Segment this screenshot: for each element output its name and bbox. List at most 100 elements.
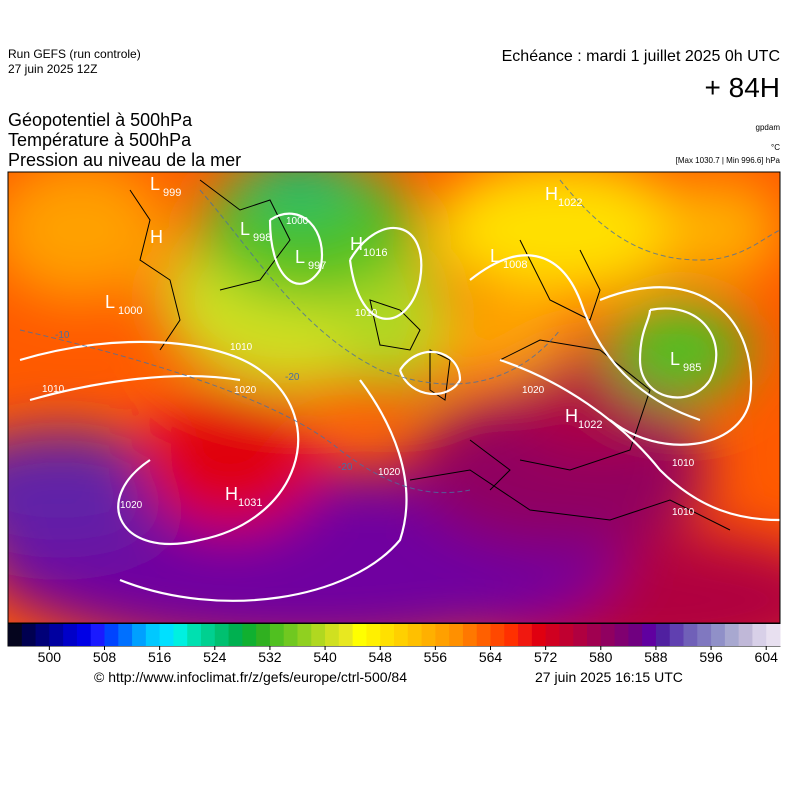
isobar-label: 1010 bbox=[42, 384, 65, 395]
colorbar-swatch bbox=[228, 624, 243, 646]
colorbar-swatch bbox=[683, 624, 698, 646]
center-letter: H bbox=[150, 227, 163, 247]
colorbar-swatch bbox=[628, 624, 643, 646]
center-value: 1016 bbox=[363, 247, 387, 259]
colorbar-swatch bbox=[559, 624, 574, 646]
center-value: 998 bbox=[253, 232, 271, 244]
colorbar-swatch bbox=[711, 624, 726, 646]
colorbar-swatch bbox=[462, 624, 478, 646]
center-letter: L bbox=[670, 349, 680, 369]
colorbar-swatch bbox=[573, 624, 588, 646]
center-value: 1022 bbox=[578, 419, 602, 431]
colorbar-swatch bbox=[642, 624, 657, 646]
isobar-label: 1010 bbox=[355, 308, 378, 319]
colorbar-tick-label: 532 bbox=[258, 649, 282, 665]
center-value: 999 bbox=[163, 187, 181, 199]
title-geopotential: Géopotentiel à 500hPa bbox=[8, 110, 193, 130]
colorbar-swatch bbox=[490, 624, 505, 646]
center-letter: H bbox=[545, 184, 558, 204]
colorbar-swatch bbox=[187, 624, 202, 646]
colorbar-swatch bbox=[269, 624, 285, 646]
colorbar-tick-label: 588 bbox=[644, 649, 668, 665]
colorbar-swatch bbox=[76, 624, 92, 646]
center-letter: L bbox=[295, 247, 305, 267]
map-frame bbox=[7, 171, 781, 624]
isobar-label: 1010 bbox=[672, 507, 695, 518]
colorbar-swatch bbox=[766, 624, 781, 646]
run-date: 27 juin 2025 12Z bbox=[8, 62, 97, 76]
colorbar-swatch bbox=[49, 624, 64, 646]
isobar-label: 1010 bbox=[230, 342, 253, 353]
center-value: 1031 bbox=[238, 497, 262, 509]
center-value: 1000 bbox=[118, 305, 142, 317]
colorbar-swatch bbox=[256, 624, 271, 646]
colorbar-tick-label: 516 bbox=[148, 649, 172, 665]
unit-pressure: [Max 1030.7 | Min 996.6] hPa bbox=[676, 156, 781, 165]
colorbar-swatch bbox=[394, 624, 409, 646]
isobar-label: 1020 bbox=[120, 500, 143, 511]
temperature-label: -20 bbox=[338, 462, 353, 473]
colorbar-swatch bbox=[655, 624, 671, 646]
title-pressure: Pression au niveau de la mer bbox=[8, 150, 241, 170]
step: + 84H bbox=[705, 72, 781, 103]
colorbar-swatch bbox=[159, 624, 174, 646]
colorbar-tick-label: 508 bbox=[93, 649, 117, 665]
colorbar-swatch bbox=[435, 624, 450, 646]
colorbar-tick-label: 556 bbox=[424, 649, 448, 665]
colorbar-swatch bbox=[325, 624, 340, 646]
map bbox=[8, 172, 780, 623]
temperature-label: -10 bbox=[55, 330, 70, 341]
colorbar-swatch bbox=[614, 624, 629, 646]
colorbar-swatch bbox=[35, 624, 50, 646]
run-label: Run GEFS (run controle) bbox=[8, 47, 141, 61]
colorbar-swatch bbox=[697, 624, 712, 646]
colorbar-tick-label: 596 bbox=[699, 649, 723, 665]
colorbar-swatch bbox=[338, 624, 354, 646]
colorbar-swatch bbox=[669, 624, 684, 646]
colorbar-swatch bbox=[242, 624, 257, 646]
colorbar-swatch bbox=[352, 624, 367, 646]
colorbar-swatch bbox=[104, 624, 119, 646]
colorbar-swatch bbox=[504, 624, 519, 646]
echeance: Echéance : mardi 1 juillet 2025 0h UTC bbox=[502, 48, 780, 65]
footer-url: © http://www.infoclimat.fr/z/gefs/europe… bbox=[94, 669, 407, 685]
center-value: 1008 bbox=[503, 259, 527, 271]
colorbar-tick-label: 604 bbox=[755, 649, 779, 665]
colorbar-swatch bbox=[518, 624, 533, 646]
isobar-label: 1020 bbox=[378, 467, 401, 478]
footer-time: 27 juin 2025 16:15 UTC bbox=[535, 669, 683, 685]
colorbar-swatch bbox=[545, 624, 560, 646]
colorbar-swatch bbox=[173, 624, 188, 646]
colorbar-tick-label: 500 bbox=[38, 649, 62, 665]
colorbar-swatch bbox=[214, 624, 230, 646]
colorbar-tick-label: 524 bbox=[203, 649, 227, 665]
center-letter: L bbox=[240, 219, 250, 239]
unit-gpdam: gpdam bbox=[756, 123, 781, 132]
isobar-label: 1000 bbox=[286, 216, 309, 227]
colorbar-swatch bbox=[752, 624, 767, 646]
colorbar-swatch bbox=[118, 624, 133, 646]
colorbar-swatch bbox=[449, 624, 464, 646]
colorbar-swatch bbox=[724, 624, 740, 646]
colorbar-swatch bbox=[738, 624, 753, 646]
colorbar-swatch bbox=[421, 624, 436, 646]
colorbar-swatch bbox=[90, 624, 105, 646]
colorbar-swatch bbox=[311, 624, 326, 646]
center-letter: L bbox=[150, 174, 160, 194]
colorbar-swatch bbox=[476, 624, 491, 646]
colorbar-swatch bbox=[145, 624, 161, 646]
colorbar-swatch bbox=[21, 624, 37, 646]
colorbar-tick-label: 548 bbox=[369, 649, 393, 665]
colorbar-swatch bbox=[600, 624, 616, 646]
colorbar-swatch bbox=[380, 624, 395, 646]
center-value: 997 bbox=[308, 260, 326, 272]
center-letter: H bbox=[565, 406, 578, 426]
unit-temp: °C bbox=[771, 143, 780, 152]
center-value: 1022 bbox=[558, 197, 582, 209]
colorbar-swatch bbox=[531, 624, 547, 646]
colorbar-swatch bbox=[297, 624, 312, 646]
colorbar-swatch bbox=[587, 624, 602, 646]
center-value: 985 bbox=[683, 362, 701, 374]
colorbar-swatch bbox=[283, 624, 298, 646]
